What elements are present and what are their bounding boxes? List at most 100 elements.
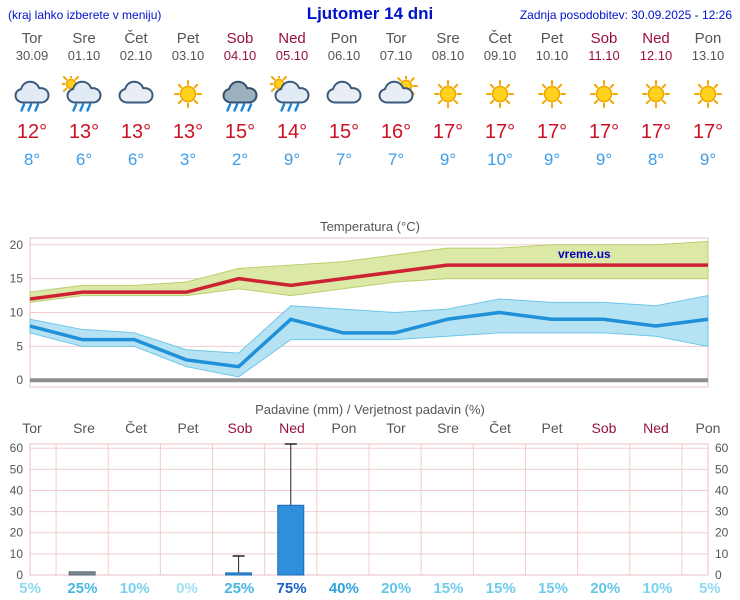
precip-probability: 5% [19,580,41,597]
day-date: 10.10 [535,48,569,63]
day-date: 13.10 [691,48,725,63]
tmin-value: 7° [387,150,405,169]
vreme-us-watermark[interactable]: vreme.us [558,247,611,261]
day-name: Pon [330,30,358,47]
precip-probability: 75% [276,580,307,597]
weather-icon-cell [370,74,422,112]
sunny-icon [590,80,618,108]
precip-day-label: Ned [643,420,669,436]
day-name: Sre [436,30,460,47]
precip-day-label: Sob [591,420,617,436]
precip-day-label: Čet [489,420,511,436]
precip-probability: 10% [642,580,673,597]
precip-probability-row: 5% 25% 10% 0% 25% 75% 40% 20% 15% 15% 15% 20% 10% 5% [4,580,736,597]
precip-probability: 20% [590,580,621,597]
day-name: Ned [278,30,306,47]
day-column-čet-09.10: Čet 09.10 17° 10° [474,30,526,170]
day-name: Pet [176,30,200,47]
precip-y-tick-right: 50 [715,462,729,476]
sun-rain-icon [268,73,310,112]
temp-y-tick: 0 [16,373,23,387]
cloudy-icon [118,80,154,104]
temp-y-tick: 15 [10,272,24,286]
day-column-pet-10.10: Pet 10.10 17° 9° [526,30,578,170]
tmin-value: 2° [231,150,249,169]
precip-day-label: Pon [331,420,357,436]
tmin-value: 9° [595,150,613,169]
forecast-days-strip: Tor 30.09 12° 8° Sre 01.10 13° 6° Čet 02.10 13° 6° P… [6,30,734,170]
precip-y-tick-left: 40 [10,483,24,497]
tmin-value: 10° [487,150,513,169]
tmax-value: 13° [68,121,100,143]
tmin-value: 9° [699,150,717,169]
precip-probability: 10% [119,580,150,597]
precip-y-tick-left: 0 [16,568,23,580]
day-column-ned-05.10: Ned 05.10 14° 9° [266,30,318,170]
day-name: Sob [226,30,254,47]
tmax-value: 17° [640,121,672,143]
day-date: 01.10 [67,48,101,63]
tmin-value: 6° [75,150,93,169]
page-title: Ljutomer 14 dni [306,4,434,23]
precip-y-tick-right: 30 [715,505,729,519]
day-column-ned-12.10: Ned 12.10 17° 8° [630,30,682,170]
precip-day-label: Tor [22,420,42,436]
day-date: 08.10 [431,48,465,63]
precip-probability: 40% [328,580,359,597]
precip-y-tick-left: 30 [10,505,24,519]
day-column-sre-01.10: Sre 01.10 13° 6° [58,30,110,170]
day-name: Čet [124,30,148,47]
weather-icon-cell [578,76,630,112]
precip-day-label: Čet [125,420,147,436]
precip-y-tick-right: 10 [715,547,729,561]
day-name: Sre [72,30,96,47]
tmax-value: 12° [16,121,48,143]
tmax-value: 15° [328,121,360,143]
day-name: Čet [488,30,512,47]
precip-day-label: Ned [279,420,305,436]
tmin-value: 8° [647,150,665,169]
rain-icon [14,80,50,112]
temperature-chart: 0 5 10 15 20 vreme.us [10,237,709,388]
tmin-value: 3° [179,150,197,169]
tmax-value: 13° [172,121,204,143]
tmax-value: 17° [588,121,620,143]
weather-icon-cell [110,76,162,112]
day-date: 03.10 [171,48,205,63]
precip-chart-title: Padavine (mm) / Verjetnost padavin (%) [255,402,485,417]
temp-y-tick: 20 [10,238,24,252]
sunny-icon [434,80,462,108]
day-column-pet-03.10: Pet 03.10 13° 3° [162,30,214,170]
precip-y-tick-left: 60 [10,441,24,455]
day-name: Pet [540,30,564,47]
precip-day-labels-row: Tor Sre Čet Pet Sob Ned Pon Tor Sre Čet Pet Sob Ned P… [6,420,734,436]
weather-icon-cell [422,76,474,112]
day-date: 06.10 [327,48,361,63]
precip-bar [277,504,305,576]
day-column-pon-13.10: Pon 13.10 17° 9° [682,30,734,170]
cloudy-icon [326,80,362,104]
tmax-value: 13° [120,121,152,143]
weather-icon-cell [214,76,266,112]
last-update: Zadnja posodobitev: 30.09.2025 - 12:26 [519,8,732,22]
heavy-rain-icon [222,80,258,112]
partly-cloudy-icon [378,74,418,104]
precip-probability: 5% [698,580,721,597]
day-name: Pon [694,30,722,47]
tmin-value: 7° [335,150,353,169]
precip-y-tick-right: 0 [715,568,722,580]
tmin-value: 6° [127,150,145,169]
tmax-value: 15° [224,121,256,143]
precip-probability: 25% [67,580,98,597]
day-name: Tor [21,30,43,47]
precip-y-tick-left: 50 [10,462,24,476]
precip-day-label: Pet [541,420,563,436]
weather-icon-cell [630,76,682,112]
weather-icon-cell [58,73,110,112]
day-name: Ned [642,30,670,47]
weather-icon-cell [162,76,214,112]
weather-icon-cell [318,76,370,112]
precip-day-label: Pet [177,420,199,436]
tmax-value: 17° [484,121,516,143]
precip-y-tick-left: 10 [10,547,24,561]
